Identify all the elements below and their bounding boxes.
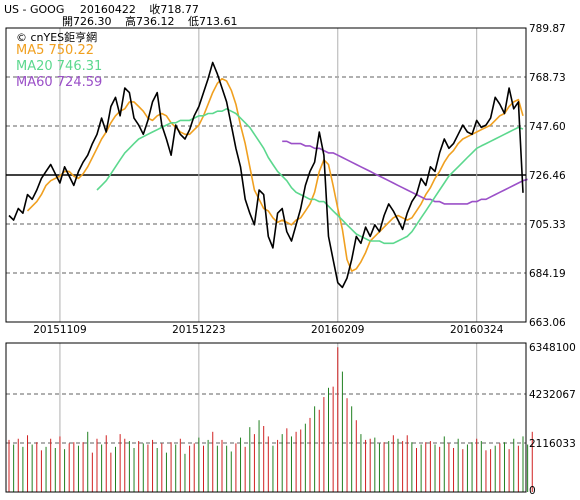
price-tick-label: 768.73 <box>529 72 566 84</box>
price-tick-label: 705.33 <box>529 219 566 231</box>
open-label: 開726.30 <box>62 15 112 28</box>
ma-lines <box>8 61 528 289</box>
source-label: © cnYES鉅亨網 <box>16 31 98 44</box>
date-tick-label: 20160324 <box>450 324 504 336</box>
volume-tick-label: 4232067 <box>529 389 576 401</box>
series-line-price <box>8 61 524 289</box>
date-tick-label: 20151109 <box>33 324 86 336</box>
symbol-label: US - GOOG <box>4 3 65 16</box>
date-label: 20160422 <box>79 3 136 16</box>
volume-bars <box>8 347 533 492</box>
volume-tick-label: 0 <box>529 485 536 497</box>
date-axis: 20151109 20151223 20160209 20160324 <box>33 324 504 336</box>
low-label: 低713.61 <box>188 15 238 28</box>
price-tick-label: 789.87 <box>529 23 566 35</box>
high-label: 高736.12 <box>125 15 175 28</box>
ohl-row: 開726.30 高736.12 低713.61 <box>62 16 238 28</box>
legend: MA5 750.22 MA20 746.31 MA60 724.59 <box>16 43 102 91</box>
price-tick-label: 747.60 <box>529 121 566 133</box>
price-panel-frame <box>5 27 527 323</box>
series-line-ma20 <box>96 108 524 245</box>
price-tick-label: 726.46 <box>529 170 566 182</box>
price-tick-label: 684.19 <box>529 268 566 280</box>
date-tick-label: 20151223 <box>172 324 225 336</box>
volume-tick-label: 6348100 <box>529 342 576 354</box>
date-tick-label: 20160209 <box>311 324 364 336</box>
close-label: 收718.77 <box>149 3 199 16</box>
price-grid <box>6 28 526 322</box>
chart-header: US - GOOG 20160422 收718.77 <box>4 4 199 16</box>
legend-ma5: MA5 750.22 <box>16 43 94 58</box>
volume-grid <box>6 343 526 492</box>
price-axis: 789.87 768.73 747.60 726.46 705.33 684.19 663.… <box>529 23 566 329</box>
price-tick-label: 663.06 <box>529 317 566 329</box>
volume-panel-frame <box>5 342 527 493</box>
volume-tick-label: 2116033 <box>529 438 576 450</box>
series-line-ma5 <box>26 77 524 272</box>
volume-axis: 6348100 4232067 2116033 0 <box>529 342 576 497</box>
legend-ma60: MA60 724.59 <box>16 75 103 90</box>
legend-ma20: MA20 746.31 <box>16 59 103 74</box>
